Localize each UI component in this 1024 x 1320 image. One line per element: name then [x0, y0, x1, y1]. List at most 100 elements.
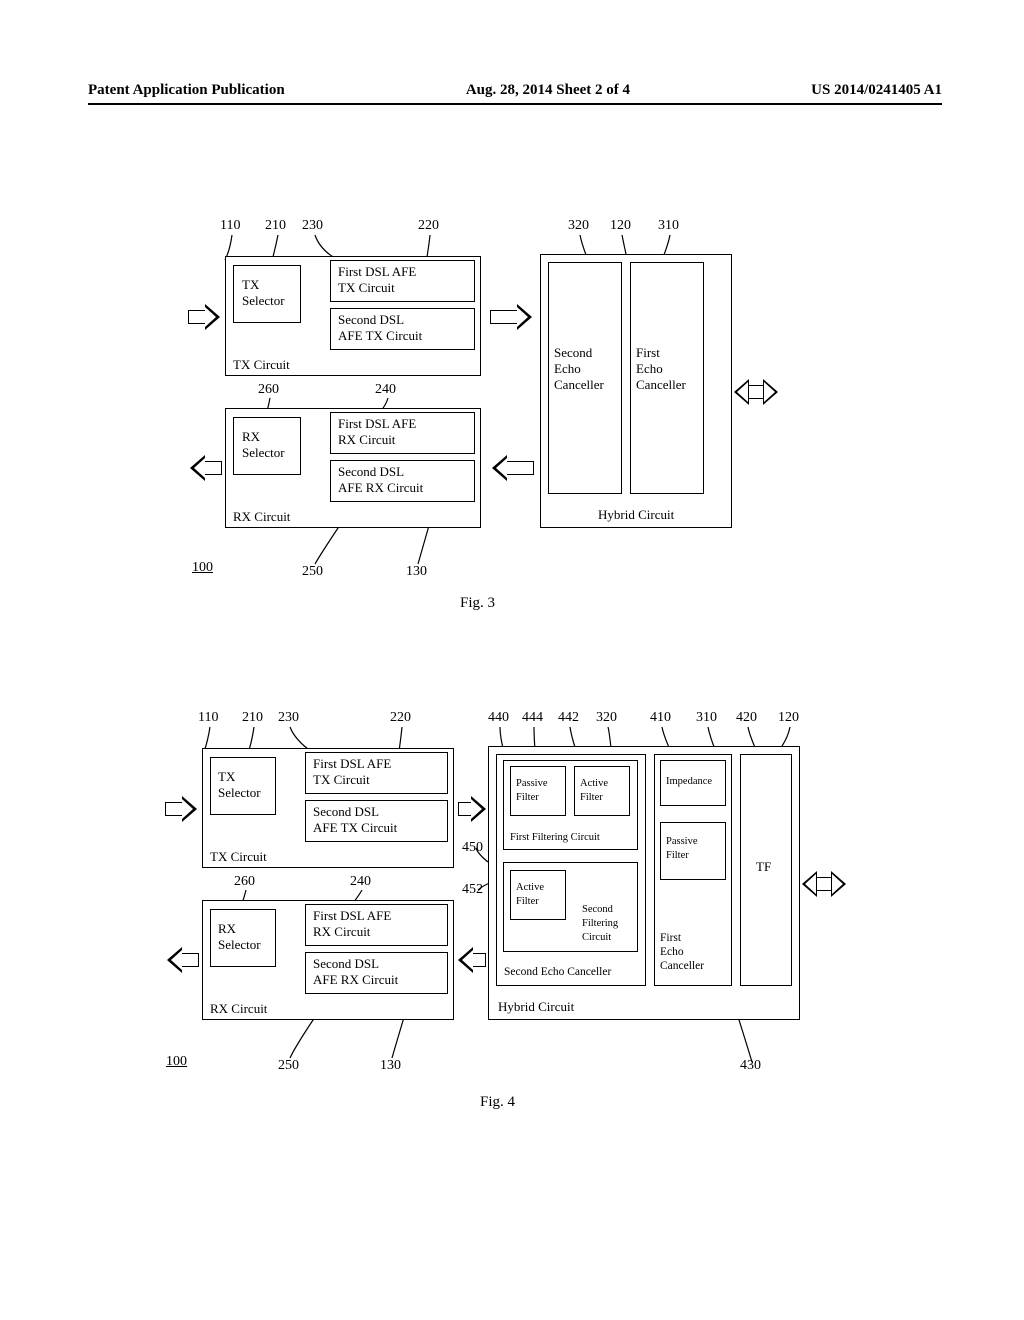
f4-passive-filter-1	[510, 766, 566, 816]
f4-active-filter-2-l1: Active	[516, 882, 544, 894]
f4-ref-420: 420	[736, 710, 757, 726]
f4-ref-120: 120	[778, 710, 799, 726]
second-dsl-afe-rx-l1: Second DSL	[338, 465, 404, 480]
ref-230: 230	[302, 218, 323, 234]
first-dsl-afe-rx-l1: First DSL AFE	[338, 417, 416, 432]
f4-second-dsl-afe-rx-l2: AFE RX Circuit	[313, 973, 398, 988]
f4-hybrid-to-rx-arrow	[458, 948, 486, 972]
tx-circuit-label: TX Circuit	[233, 358, 290, 373]
hybrid-to-rx-arrow	[490, 456, 534, 480]
f4-passive-filter-1-l1: Passive	[516, 778, 548, 790]
rx-out-arrow	[188, 456, 222, 480]
tx-selector-l1: TX	[242, 278, 259, 293]
f4-ref-260: 260	[234, 874, 255, 890]
first-echo-l1: First	[636, 346, 660, 361]
f4-ref-220: 220	[390, 710, 411, 726]
f4-active-filter-2-l2: Filter	[516, 896, 539, 908]
f4-ref-452: 452	[462, 882, 483, 898]
f4-second-dsl-afe-tx-l2: AFE TX Circuit	[313, 821, 397, 836]
f4-first-echo-l1: First	[660, 932, 681, 945]
header-right: US 2014/0241405 A1	[811, 82, 942, 99]
f4-first-dsl-afe-rx-l1: First DSL AFE	[313, 909, 391, 924]
first-dsl-afe-tx-l2: TX Circuit	[338, 281, 395, 296]
f4-ref-450: 450	[462, 840, 483, 856]
f4-second-dsl-afe-rx-l1: Second DSL	[313, 957, 379, 972]
f4-tf-label: TF	[756, 860, 771, 875]
first-echo-l3: Canceller	[636, 378, 686, 393]
f4-ref-320: 320	[596, 710, 617, 726]
f4-tx-to-hybrid-arrow	[458, 797, 486, 821]
figure-4: 110 210 230 220 440 444 442 320 410 310 …	[130, 682, 900, 1132]
ref-320: 320	[568, 218, 589, 234]
f4-ref-250: 250	[278, 1058, 299, 1074]
ref-250: 250	[302, 564, 323, 580]
second-dsl-afe-tx-l1: Second DSL	[338, 313, 404, 328]
f4-second-dsl-afe-tx-l1: Second DSL	[313, 805, 379, 820]
f4-ref-130: 130	[380, 1058, 401, 1074]
f4-tx-circuit-label: TX Circuit	[210, 850, 267, 865]
f4-active-filter-2	[510, 870, 566, 920]
ref-260: 260	[258, 382, 279, 398]
f4-rx-selector-l2: Selector	[218, 938, 261, 953]
rx-circuit-label: RX Circuit	[233, 510, 290, 525]
first-echo-l2: Echo	[636, 362, 663, 377]
ref-120: 120	[610, 218, 631, 234]
f4-rx-out-arrow	[165, 948, 199, 972]
header-center: Aug. 28, 2014 Sheet 2 of 4	[466, 82, 630, 99]
ref-210: 210	[265, 218, 286, 234]
f4-tx-in-arrow	[165, 797, 199, 821]
f4-impedance-label: Impedance	[666, 776, 712, 788]
ref-240: 240	[375, 382, 396, 398]
f4-active-filter-1-l2: Filter	[580, 792, 603, 804]
f4-hybrid-io-arrow	[803, 872, 845, 896]
ref-310: 310	[658, 218, 679, 234]
f4-first-echo-l2: Echo	[660, 946, 684, 959]
f4-ref-110: 110	[198, 710, 218, 726]
second-dsl-afe-rx-l2: AFE RX Circuit	[338, 481, 423, 496]
f4-ref-230: 230	[278, 710, 299, 726]
f4-rx-selector-l1: RX	[218, 922, 236, 937]
fig3-caption: Fig. 3	[460, 595, 495, 612]
ref-110: 110	[220, 218, 240, 234]
fig4-caption: Fig. 4	[480, 1094, 515, 1111]
f4-passive-filter-2-l2: Filter	[666, 850, 689, 862]
ref-130: 130	[406, 564, 427, 580]
f4-first-filtering-label: First Filtering Circuit	[510, 832, 600, 844]
first-dsl-afe-tx-l1: First DSL AFE	[338, 265, 416, 280]
f4-tx-selector-l2: Selector	[218, 786, 261, 801]
second-echo-l3: Canceller	[554, 378, 604, 393]
second-dsl-afe-tx-l2: AFE TX Circuit	[338, 329, 422, 344]
f4-ref-430: 430	[740, 1058, 761, 1074]
first-dsl-afe-rx-l2: RX Circuit	[338, 433, 395, 448]
f4-ref-100: 100	[166, 1054, 187, 1070]
f4-second-filtering-l3: Circuit	[582, 932, 611, 944]
f4-first-echo-l3: Canceller	[660, 960, 704, 973]
tx-in-arrow	[188, 305, 222, 329]
f4-second-echo-label: Second Echo Canceller	[504, 966, 611, 979]
f4-ref-440: 440	[488, 710, 509, 726]
tx-selector-l2: Selector	[242, 294, 285, 309]
f4-ref-410: 410	[650, 710, 671, 726]
f4-active-filter-1-l1: Active	[580, 778, 608, 790]
f4-passive-filter-1-l2: Filter	[516, 792, 539, 804]
figure-3: 110 210 230 220 320 120 310 260 240 250 …	[170, 190, 810, 620]
f4-first-dsl-afe-rx-l2: RX Circuit	[313, 925, 370, 940]
f4-tx-selector-l1: TX	[218, 770, 235, 785]
f4-ref-310: 310	[696, 710, 717, 726]
f4-first-dsl-afe-tx-l1: First DSL AFE	[313, 757, 391, 772]
f4-second-filtering-l1: Second	[582, 904, 613, 916]
f4-rx-circuit-label: RX Circuit	[210, 1002, 267, 1017]
ref-100: 100	[192, 560, 213, 576]
f4-ref-444: 444	[522, 710, 543, 726]
header-left: Patent Application Publication	[88, 82, 285, 99]
rx-selector-l2: Selector	[242, 446, 285, 461]
f4-first-dsl-afe-tx-l2: TX Circuit	[313, 773, 370, 788]
f4-ref-240: 240	[350, 874, 371, 890]
hybrid-io-arrow	[735, 380, 777, 404]
ref-220: 220	[418, 218, 439, 234]
f4-active-filter-1	[574, 766, 630, 816]
hybrid-label: Hybrid Circuit	[598, 508, 674, 523]
f4-passive-filter-2-l1: Passive	[666, 836, 698, 848]
second-echo-l1: Second	[554, 346, 592, 361]
second-echo-l2: Echo	[554, 362, 581, 377]
